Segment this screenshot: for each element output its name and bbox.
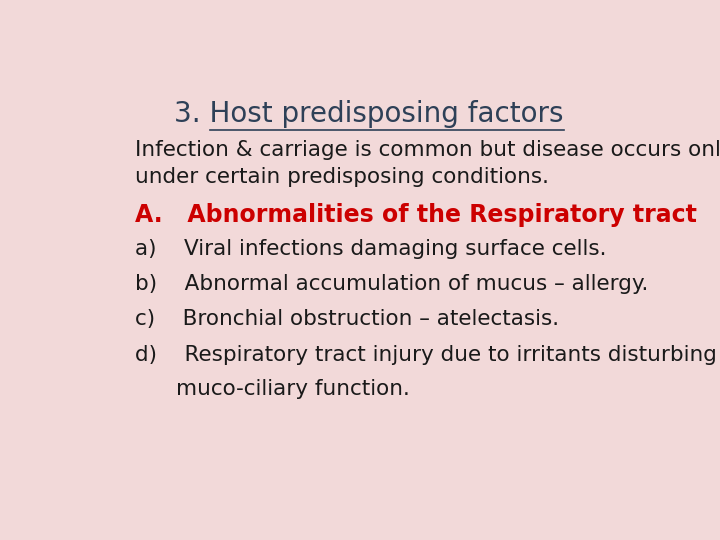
- Text: A.   Abnormalities of the Respiratory tract: A. Abnormalities of the Respiratory trac…: [135, 203, 696, 227]
- Text: b)    Abnormal accumulation of mucus – allergy.: b) Abnormal accumulation of mucus – alle…: [135, 274, 648, 294]
- Text: d)    Respiratory tract injury due to irritants disturbing its: d) Respiratory tract injury due to irrit…: [135, 345, 720, 364]
- Text: under certain predisposing conditions.: under certain predisposing conditions.: [135, 167, 549, 187]
- Text: 3. Host predisposing factors: 3. Host predisposing factors: [174, 100, 564, 128]
- Text: a)    Viral infections damaging surface cells.: a) Viral infections damaging surface cel…: [135, 239, 606, 259]
- Text: muco-ciliary function.: muco-ciliary function.: [176, 379, 410, 399]
- Text: Infection & carriage is common but disease occurs only: Infection & carriage is common but disea…: [135, 140, 720, 160]
- Text: c)    Bronchial obstruction – atelectasis.: c) Bronchial obstruction – atelectasis.: [135, 309, 559, 329]
